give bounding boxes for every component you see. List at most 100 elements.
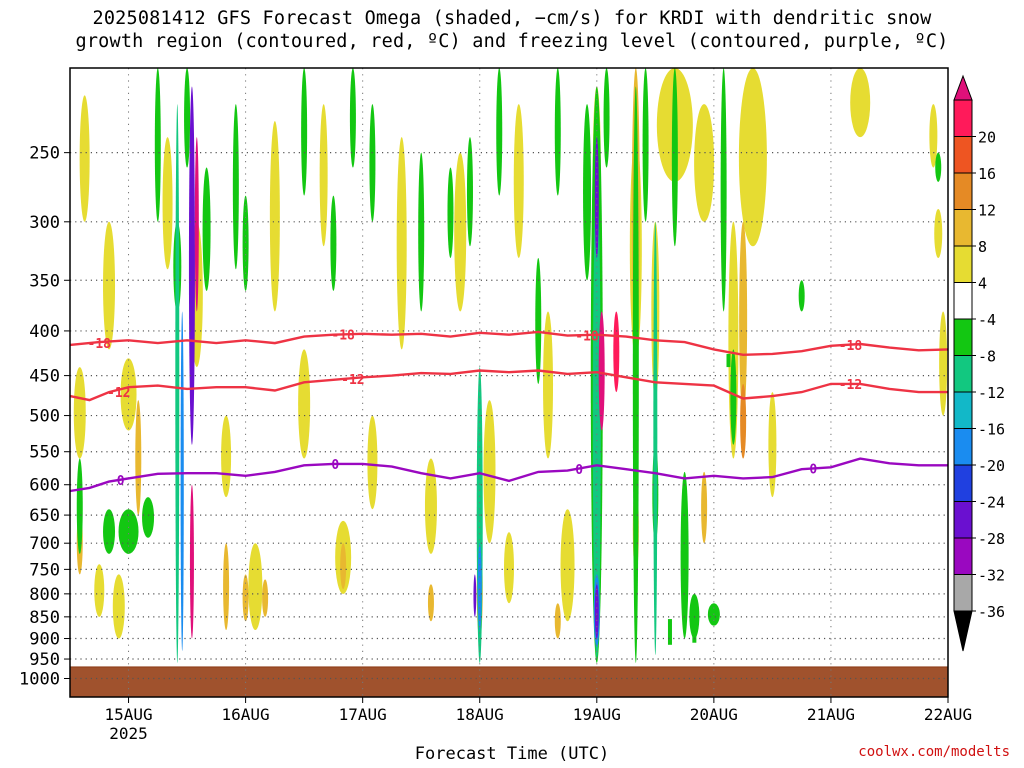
y-tick-label: 750 [29, 560, 60, 580]
omega-shaded-cell [418, 152, 425, 312]
y-tick-label: 600 [29, 476, 60, 496]
omega-shaded-cell [223, 543, 230, 631]
colorbar-segment [953, 282, 973, 320]
colorbar-segment [953, 318, 973, 356]
omega-shaded-cell [221, 415, 232, 498]
colorbar-segment [953, 99, 973, 137]
omega-shaded-cell [142, 497, 155, 538]
omega-shaded-cell [798, 280, 805, 312]
y-tick-label: 700 [29, 534, 60, 554]
omega-shaded-cell [504, 532, 514, 604]
omega-shaded-cell [560, 509, 575, 622]
omega-shaded-cell [427, 584, 434, 622]
omega-shaded-cell [554, 603, 561, 639]
colorbar-tick-label: -24 [978, 494, 1005, 512]
below-ground-region [69, 666, 949, 698]
colorbar-tick-label: -12 [978, 384, 1005, 402]
omega-shaded-cell [939, 311, 948, 416]
omega-shaded-cell [671, 68, 678, 247]
y-tick-label: 850 [29, 608, 60, 628]
y-tick-label: 300 [29, 213, 60, 233]
omega-shaded-cell [367, 415, 378, 510]
omega-shaded-cell [535, 257, 542, 384]
y-tick-label: 250 [29, 144, 60, 164]
omega-shaded-cell [118, 509, 139, 554]
omega-shaded-cell [120, 358, 137, 431]
omega-shaded-cell [396, 137, 407, 350]
y-tick-label: 900 [29, 630, 60, 650]
omega-shaded-cell [301, 68, 308, 196]
omega-shaded-cell [739, 221, 748, 416]
omega-shaded-cell [298, 349, 311, 459]
chart-title-line-2: growth region (contoured, red, ºC) and f… [75, 31, 949, 52]
x-axis-label: Forecast Time (UTC) [414, 744, 610, 764]
contour-label: -12 [839, 378, 862, 393]
colorbar-segment [953, 209, 973, 247]
colorbar-segment [953, 574, 973, 612]
omega-shaded-cell [112, 574, 125, 639]
omega-shaded-cell [554, 68, 561, 196]
omega-shaded-cell [613, 311, 620, 393]
omega-shaded-cell [135, 400, 142, 516]
omega-shaded-cell [242, 574, 249, 622]
colorbar-tick-label: -4 [978, 311, 996, 329]
x-tick-label: 15AUG [104, 705, 152, 724]
x-tick-label: 22AUG [924, 705, 972, 724]
y-tick-label: 450 [29, 367, 60, 387]
x-tick-label: 21AUG [807, 705, 855, 724]
omega-shaded-cell [592, 181, 601, 660]
colorbar-tick-label: -32 [978, 567, 1005, 585]
colorbar-tick-label: -16 [978, 421, 1005, 439]
colorbar-segment [953, 355, 973, 393]
omega-shaded-cell [738, 68, 767, 247]
colorbar-tick-label: -36 [978, 603, 1005, 621]
colorbar-segment [953, 501, 973, 539]
site-watermark: coolwx.com/modelts [858, 744, 1010, 760]
colorbar-tick-label: 8 [978, 238, 987, 256]
chart-title-line-1: 2025081412 GFS Forecast Omega (shaded, −… [92, 8, 932, 29]
omega-shaded-cell [583, 104, 592, 281]
omega-shaded-cell [653, 221, 658, 656]
omega-shaded-cell [103, 509, 116, 554]
omega-shaded-cell [188, 86, 195, 445]
y-tick-label: 800 [29, 585, 60, 605]
contour-line--18 [69, 330, 949, 357]
colorbar-segment [953, 537, 973, 575]
omega-shaded-cell [424, 458, 437, 554]
colorbar-tick-label: 4 [978, 275, 987, 293]
colorbar-segment [953, 464, 973, 502]
omega-shaded-cell [349, 68, 356, 168]
contour-line-0 [69, 457, 948, 493]
colorbar-top-arrow [953, 74, 973, 101]
omega-shaded-cell [454, 152, 467, 312]
contour-label: -18 [575, 329, 599, 344]
omega-shading-layer [73, 68, 948, 664]
omega-shaded-cell [94, 564, 105, 617]
colorbar-segment [953, 428, 973, 466]
omega-shaded-cell [643, 124, 648, 145]
y-tick-label: 400 [29, 322, 60, 342]
contour-label: 0 [809, 463, 817, 478]
y-tick-label: 350 [29, 271, 60, 291]
omega-shaded-cell [483, 400, 496, 544]
omega-shaded-cell [850, 68, 871, 138]
y-tick-label: 950 [29, 650, 60, 670]
omega-shaded-cell [701, 471, 708, 544]
colorbar-segment [953, 136, 973, 174]
x-tick-label: 17AUG [339, 705, 387, 724]
y-tick-label: 650 [29, 506, 60, 526]
contour-line--12 [69, 369, 948, 402]
omega-shaded-cell [603, 68, 610, 168]
contour-label: 0 [575, 463, 583, 478]
omega-shaded-cell [340, 543, 347, 590]
omega-shaded-cell [162, 137, 173, 270]
colorbar-tick-label: 20 [978, 129, 996, 147]
colorbar-segment [953, 391, 973, 429]
x-tick-label: 16AUG [222, 705, 270, 724]
omega-shaded-cell [935, 152, 942, 182]
colorbar-bottom-arrow [953, 610, 973, 652]
omega-shaded-cell [369, 104, 376, 222]
omega-shaded-cell [262, 579, 269, 617]
contour-label: -12 [107, 386, 130, 401]
omega-shaded-cell [594, 137, 599, 258]
